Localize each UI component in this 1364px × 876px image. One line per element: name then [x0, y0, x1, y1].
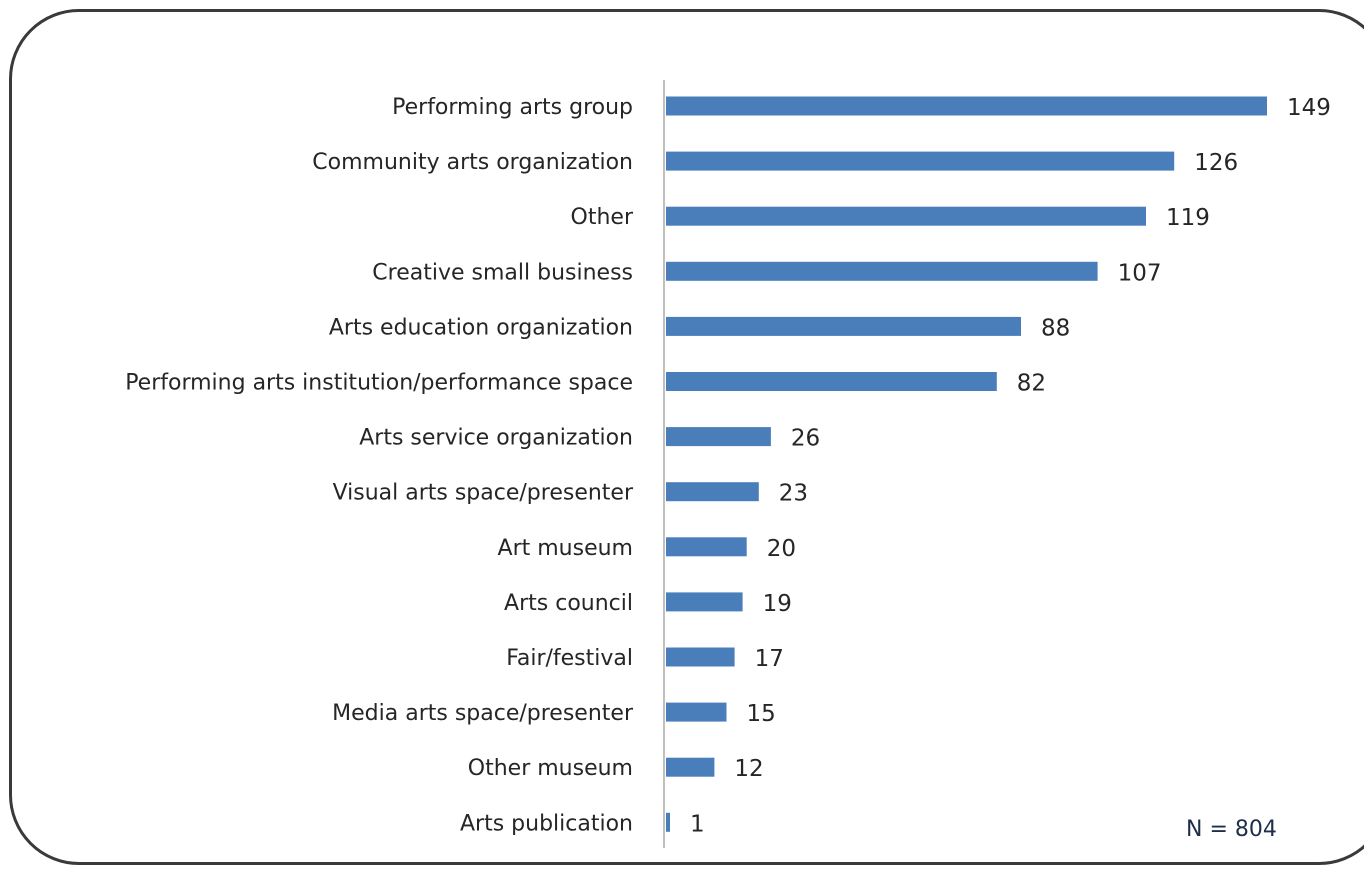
- bar: [666, 372, 997, 391]
- category-label: Arts education organization: [329, 315, 633, 340]
- category-label: Art museum: [498, 536, 633, 561]
- bar: [666, 261, 1098, 281]
- category-label: Arts council: [504, 591, 633, 616]
- bar: [666, 812, 670, 832]
- category-label: Creative small business: [372, 260, 633, 285]
- bars-group: [666, 96, 1267, 832]
- category-label: Media arts space/presenter: [332, 701, 634, 726]
- value-label: 26: [791, 426, 820, 452]
- value-label: 20: [767, 536, 796, 562]
- value-label: 119: [1166, 205, 1210, 231]
- bar: [666, 427, 771, 447]
- category-label: Other: [571, 205, 634, 230]
- category-label: Other museum: [468, 756, 633, 781]
- value-label: 17: [755, 646, 784, 672]
- bar: [666, 647, 735, 667]
- value-labels-group: 149 126 119 107 88 82 26 23 20 19 17 15 12 1: [690, 95, 1331, 837]
- bar: [666, 757, 715, 777]
- bar: [666, 482, 759, 502]
- category-label: Community arts organization: [312, 150, 633, 175]
- bar: [666, 592, 743, 612]
- category-label: Arts service organization: [359, 426, 633, 451]
- value-label: 23: [779, 481, 808, 507]
- value-label: 107: [1118, 260, 1162, 286]
- value-label: 88: [1041, 315, 1070, 341]
- value-label: 149: [1287, 95, 1331, 121]
- category-label: Performing arts institution/performance …: [125, 371, 633, 396]
- value-label: 1: [690, 811, 705, 837]
- value-label: 19: [763, 591, 792, 617]
- category-label: Visual arts space/presenter: [333, 481, 634, 506]
- category-label: Performing arts group: [392, 95, 633, 120]
- value-label: 12: [734, 756, 763, 782]
- value-label: 15: [747, 701, 776, 727]
- bar: [666, 206, 1146, 226]
- bar: [666, 316, 1021, 336]
- category-labels-group: Performing arts group Community arts orga…: [125, 95, 634, 836]
- bar: [666, 96, 1267, 116]
- value-label: 126: [1194, 150, 1238, 176]
- bar: [666, 151, 1175, 171]
- bar: [666, 537, 747, 557]
- category-label: Arts publication: [460, 811, 633, 836]
- bar: [666, 702, 727, 722]
- value-label: 82: [1017, 371, 1046, 397]
- sample-size-note: N = 804: [1186, 817, 1277, 842]
- category-label: Fair/festival: [506, 646, 633, 671]
